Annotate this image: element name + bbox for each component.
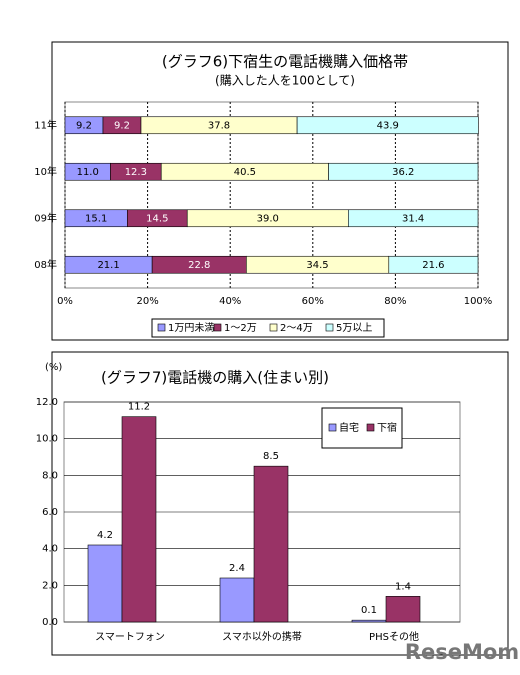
x-tick-label: 60% [302,296,324,307]
legend-swatch [325,323,334,332]
data-label: 40.5 [234,167,256,178]
bar-segment [388,255,479,274]
legend-label: 5万以上 [336,322,372,334]
data-label: 21.1 [97,260,119,271]
y-tick-label: 10.0 [36,434,58,445]
data-label: 39.0 [257,213,279,224]
data-label: 9.2 [76,120,92,131]
watermark: ReseMom [405,640,519,664]
bar [87,544,123,623]
bar [219,577,255,623]
legend-label: 下宿 [377,421,397,434]
y-tick-label: 0.0 [42,617,58,628]
data-label: 14.5 [146,213,168,224]
data-label: 37.8 [208,120,230,131]
y-tick-label: 08年 [34,258,57,271]
x-tick-label: スマートフォン [95,632,165,643]
x-tick-label: PHSその他 [369,630,419,643]
data-label: 12.3 [125,167,147,178]
chart-subtitle: (購入した人を100として) [215,74,355,88]
chart-title: (グラフ7)電話機の購入(住まい別) [101,369,329,387]
legend-swatch [366,423,375,432]
data-label: 36.2 [392,167,414,178]
data-label: 22.8 [188,260,210,271]
y-tick-label: 10年 [34,165,57,178]
data-label: 21.6 [422,260,444,271]
y-tick-label: 8.0 [42,470,58,481]
y-tick-label: 2.0 [42,580,58,591]
data-label: 4.2 [97,530,113,541]
data-label: 15.1 [85,213,107,224]
x-tick-label: 80% [384,296,406,307]
data-label: 1.4 [395,581,411,592]
data-label: 31.4 [402,213,424,224]
bar [351,619,387,623]
legend-swatch [213,323,222,332]
x-tick-label: 0% [57,296,73,307]
y-tick-label: 09年 [34,211,57,224]
legend-swatch [269,323,278,332]
legend-label: 2〜4万 [280,323,313,334]
legend-box [151,318,385,338]
data-label: 11.0 [77,167,99,178]
data-label: 8.5 [263,451,279,462]
data-label: 34.5 [306,260,328,271]
y-axis-label: (%) [45,362,62,373]
x-tick-label: 20% [136,296,158,307]
legend-label: 1〜2万 [224,323,257,334]
data-label: 9.2 [114,120,130,131]
legend-label: 自宅 [339,421,359,434]
y-tick-label: 6.0 [42,507,58,518]
bar [385,596,421,623]
data-label: 0.1 [361,605,377,616]
x-tick-label: 100% [464,296,493,307]
bar [121,416,157,623]
bar-segment [328,162,479,181]
data-label: 11.2 [128,402,150,413]
legend-label: 1万円未満 [168,322,214,334]
y-tick-label: 11年 [34,118,57,131]
data-label: 43.9 [377,120,399,131]
y-tick-label: 12.0 [36,397,58,408]
legend-swatch [157,323,166,332]
bar-segment [296,116,479,135]
bar-segment [348,209,479,228]
x-tick-label: 40% [219,296,241,307]
y-tick-label: 4.0 [42,544,58,555]
data-label: 2.4 [229,563,245,574]
bar [253,465,289,623]
legend-swatch [328,423,337,432]
x-tick-label: スマホ以外の携帯 [222,630,302,643]
chart-title: (グラフ6)下宿生の電話機購入価格帯 [162,53,408,71]
